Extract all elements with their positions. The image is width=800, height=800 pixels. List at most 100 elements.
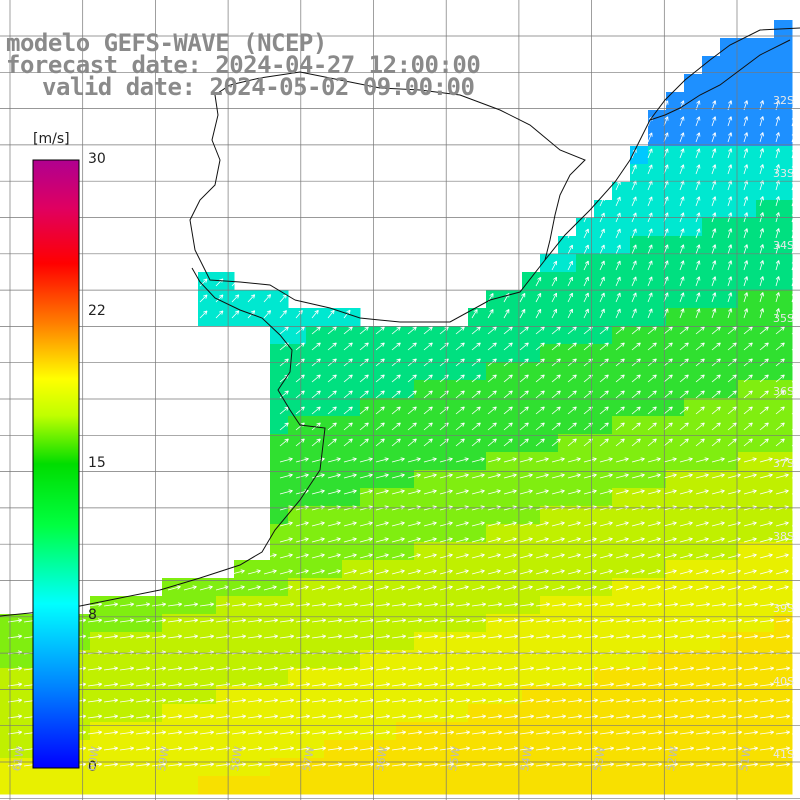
wind-speed-cell xyxy=(432,704,451,723)
wind-speed-cell xyxy=(558,650,577,669)
wind-arrow xyxy=(423,422,433,431)
wind-arrow xyxy=(759,260,765,271)
wind-arrow xyxy=(311,390,321,399)
wind-speed-cell xyxy=(630,524,649,543)
wind-arrow xyxy=(455,666,471,671)
wind-arrow xyxy=(391,489,405,495)
wind-arrow xyxy=(231,634,247,639)
wind-arrow xyxy=(791,668,800,671)
wind-speed-cell xyxy=(180,686,199,705)
wind-speed-cell xyxy=(756,254,775,273)
wind-arrow xyxy=(375,326,385,335)
wind-speed-cell xyxy=(360,398,379,417)
wind-arrow xyxy=(631,473,645,479)
wind-arrow xyxy=(487,553,501,559)
wind-speed-cell xyxy=(630,488,649,507)
wind-arrow xyxy=(679,682,695,687)
wind-arrow xyxy=(455,457,469,463)
wind-arrow xyxy=(455,553,469,559)
wind-speed-cell xyxy=(774,128,793,147)
wind-arrow xyxy=(263,762,279,767)
wind-arrow xyxy=(487,585,501,591)
wind-arrow xyxy=(167,714,183,719)
wind-speed-cell xyxy=(684,452,703,471)
wind-arrow xyxy=(727,342,737,351)
wind-arrow xyxy=(567,276,573,287)
wind-speed-cell xyxy=(630,254,649,273)
wind-speed-cell xyxy=(450,758,469,777)
wind-speed-cell xyxy=(540,650,559,669)
wind-speed-cell xyxy=(612,362,631,381)
wind-arrow xyxy=(551,746,567,751)
wind-arrow xyxy=(375,374,385,383)
wind-arrow xyxy=(567,553,581,559)
wind-speed-cell xyxy=(126,776,145,795)
wind-speed-cell xyxy=(324,614,343,633)
wind-arrow xyxy=(327,326,337,335)
wind-speed-cell xyxy=(234,290,253,309)
wind-speed-cell xyxy=(648,398,667,417)
wind-speed-cell xyxy=(612,722,631,741)
wind-speed-cell xyxy=(702,290,721,309)
wind-speed-cell xyxy=(612,308,631,327)
wind-arrow xyxy=(503,569,517,575)
wind-speed-cell xyxy=(648,146,667,165)
wind-speed-cell xyxy=(774,236,793,255)
wind-speed-cell xyxy=(486,524,505,543)
wind-speed-cell xyxy=(702,416,721,435)
wind-speed-cell xyxy=(648,308,667,327)
wind-speed-cell xyxy=(756,632,775,651)
wind-speed-cell xyxy=(486,380,505,399)
wind-arrow xyxy=(711,634,727,639)
wind-speed-cell xyxy=(522,614,541,633)
wind-speed-cell xyxy=(216,290,235,309)
wind-speed-cell xyxy=(468,434,487,453)
wind-speed-cell xyxy=(576,308,595,327)
wind-arrow xyxy=(711,390,721,399)
wind-arrow xyxy=(775,473,789,479)
wind-speed-cell xyxy=(450,704,469,723)
wind-speed-cell xyxy=(594,290,613,309)
wind-arrow xyxy=(695,228,701,239)
wind-arrow xyxy=(279,746,295,751)
wind-arrow xyxy=(295,569,309,575)
wind-arrow xyxy=(263,553,277,559)
wind-arrow xyxy=(759,406,769,415)
wind-speed-cell xyxy=(378,506,397,525)
wind-arrow xyxy=(247,618,263,623)
wind-speed-cell xyxy=(180,632,199,651)
wind-arrow xyxy=(519,308,526,319)
wind-arrow xyxy=(311,326,321,335)
wind-speed-cell xyxy=(504,362,523,381)
wind-arrow xyxy=(487,374,497,383)
wind-speed-cell xyxy=(450,632,469,651)
wind-arrow xyxy=(791,164,796,175)
wind-arrow xyxy=(375,762,391,767)
wind-arrow xyxy=(375,553,389,559)
wind-speed-cell xyxy=(396,542,415,561)
wind-arrow xyxy=(631,438,641,447)
wind-arrow xyxy=(87,682,103,687)
wind-speed-cell xyxy=(288,740,307,759)
wind-speed-cell xyxy=(270,308,289,327)
wind-arrow xyxy=(535,698,551,703)
wind-speed-cell xyxy=(90,614,109,633)
wind-arrow xyxy=(263,746,279,751)
wind-arrow xyxy=(503,585,517,591)
wind-arrow xyxy=(455,730,471,735)
wind-arrow xyxy=(711,148,717,159)
wind-arrow xyxy=(615,228,621,239)
wind-arrow xyxy=(711,406,721,415)
wind-speed-cell xyxy=(756,146,775,165)
wind-arrow xyxy=(647,473,661,479)
wind-arrow xyxy=(759,374,769,383)
wind-speed-cell xyxy=(594,614,613,633)
wind-arrow xyxy=(247,762,263,767)
wind-speed-cell xyxy=(738,308,757,327)
wind-arrow xyxy=(407,390,417,399)
wind-speed-cell xyxy=(162,686,181,705)
wind-arrow xyxy=(407,602,423,607)
wind-arrow xyxy=(407,746,423,751)
wind-arrow xyxy=(503,457,517,463)
wind-arrow xyxy=(775,244,780,255)
